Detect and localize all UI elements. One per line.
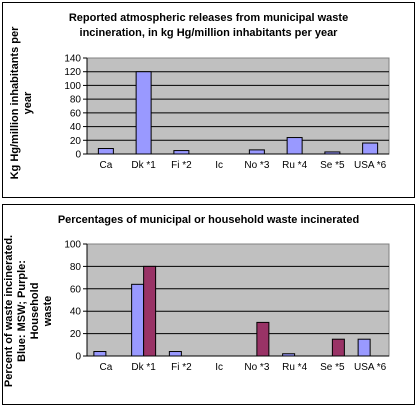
y-tick-label: 0 [75, 352, 81, 363]
bar-usa-6-series-0 [357, 338, 371, 357]
chart-title-line-1: Reported atmospheric releases from munic… [68, 12, 349, 24]
bar-ca-series-0 [97, 148, 114, 155]
bar-se-5-series-1 [331, 338, 345, 357]
y-tick-label: 20 [70, 329, 82, 340]
bar-dk-1-series-0 [131, 283, 145, 357]
bar-fi-2-series-0 [173, 150, 190, 155]
y-tick-label: 80 [70, 262, 82, 273]
chart-panel-waste-incinerated: Percentages of municipal or household wa… [2, 204, 415, 405]
x-tick-label: Ic [215, 362, 223, 373]
x-tick-label: Se *5 [320, 160, 345, 171]
y-tick-label: 20 [70, 136, 82, 147]
x-tick-label: Fi *2 [171, 160, 192, 171]
chart-title: Percentages of municipal or household wa… [57, 214, 360, 226]
bar-ca-series-0 [93, 351, 107, 357]
x-tick-label: Dk *1 [131, 160, 156, 171]
x-tick-label: USA *6 [354, 160, 387, 171]
y-tick-label: 40 [70, 307, 82, 318]
chart-title-line-2: incineration, in kg Hg/million inhabitan… [79, 27, 338, 39]
x-tick-label: Ca [99, 160, 112, 171]
x-tick-label: Ic [215, 160, 223, 171]
chart-panel-hg-releases: Reported atmospheric releases from munic… [2, 2, 415, 198]
chart-2-svg: 0 20 40 60 80 100 Ca Dk *1 Fi *2 Ic No *3 Ru *4 Se *… [64, 240, 390, 373]
bar-dk-1-series-0 [135, 71, 152, 155]
bar-no-3-series-0 [248, 149, 265, 155]
x-tick-label: Ca [99, 362, 112, 373]
plot-area [86, 57, 390, 155]
x-tick-label: Dk *1 [131, 362, 156, 373]
bar-dk-1-series-1 [143, 265, 157, 357]
x-tick-label: Ru *4 [282, 362, 307, 373]
bar-ru-4-series-0 [282, 353, 296, 357]
y-tick-label: 100 [64, 240, 81, 251]
bar-usa-6-series-0 [362, 142, 379, 155]
y-tick-label: 0 [75, 150, 81, 161]
x-tick-label: No *3 [244, 362, 269, 373]
bar-ru-4-series-0 [286, 137, 303, 155]
y-tick-label: 40 [70, 122, 82, 133]
chart-1-svg: 0 20 40 60 80 100 120 140 Ca Dk *1 Fi *2 Ic No *3 Ru … [64, 54, 390, 171]
y-tick-label: 60 [70, 108, 82, 119]
bar-no-3-series-1 [256, 321, 270, 357]
x-tick-label: USA *6 [354, 362, 387, 373]
x-tick-label: Ru *4 [282, 160, 307, 171]
x-tick-label: Se *5 [320, 362, 345, 373]
x-tick-label: Fi *2 [171, 362, 192, 373]
x-tick-label: No *3 [244, 160, 269, 171]
y-tick-label: 100 [64, 81, 81, 92]
y-tick-label: 80 [70, 95, 82, 106]
bar-fi-2-series-0 [168, 351, 182, 357]
y-tick-label: 140 [64, 54, 81, 65]
y-tick-label: 120 [64, 67, 81, 78]
y-tick-label: 60 [70, 284, 82, 295]
bar-se-5-series-0 [324, 151, 341, 155]
